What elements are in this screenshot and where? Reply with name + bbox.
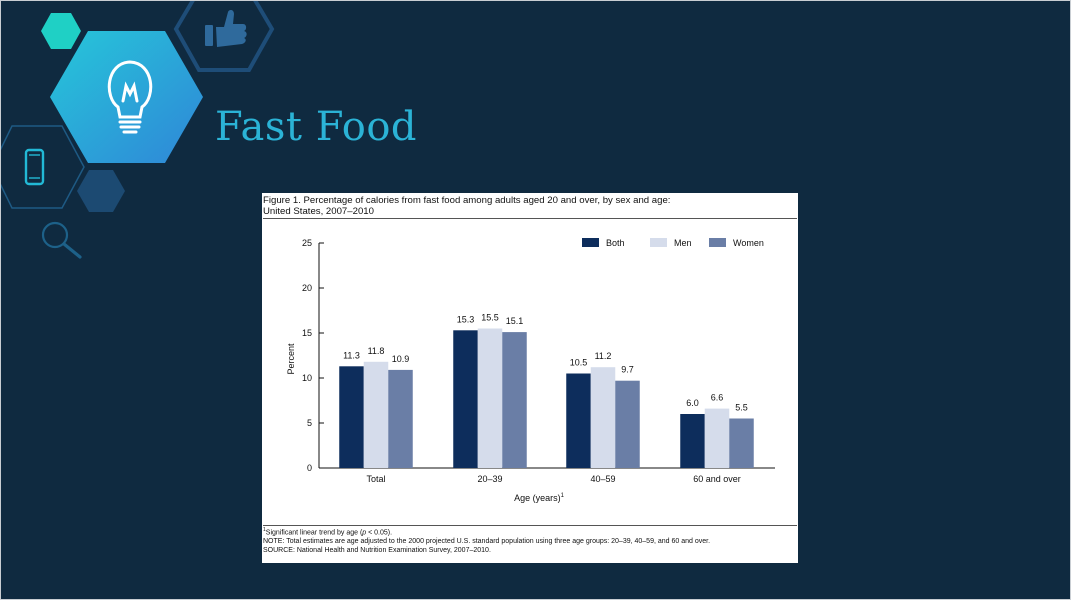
legend-swatch-both bbox=[582, 238, 599, 247]
bar-value-label: 11.2 bbox=[595, 351, 612, 361]
bar-men bbox=[704, 408, 730, 468]
figure-notes: 1Significant linear trend by age (p < 0.… bbox=[263, 526, 795, 555]
x-axis-title-superscript: 1 bbox=[561, 493, 565, 499]
small-teal-hexagon bbox=[41, 13, 81, 49]
bar-value-label: 11.3 bbox=[343, 350, 360, 360]
bar-value-label: 5.5 bbox=[735, 403, 748, 413]
legend-label-men: Men bbox=[674, 238, 692, 248]
bars bbox=[339, 328, 754, 468]
x-category-label: Total bbox=[366, 474, 385, 484]
chart-frame: 0 5 10 15 20 25 Total 20–39 40–59 60 and over 11.… bbox=[263, 218, 797, 526]
y-tick-label: 10 bbox=[302, 373, 312, 383]
bar-both bbox=[339, 366, 364, 468]
bar-men bbox=[363, 361, 389, 468]
bar-men bbox=[477, 328, 503, 468]
bar-both bbox=[566, 373, 591, 468]
bar-both bbox=[453, 330, 478, 468]
y-tick-label: 25 bbox=[302, 238, 312, 248]
magnifier-icon bbox=[41, 221, 82, 259]
bar-value-label: 9.7 bbox=[621, 365, 634, 375]
thumbs-up-icon bbox=[205, 9, 247, 47]
small-dark-hexagon bbox=[77, 170, 125, 212]
bar-value-label: 6.0 bbox=[686, 398, 699, 408]
bar-chart: 0 5 10 15 20 25 Total 20–39 40–59 60 and over 11.… bbox=[286, 238, 775, 503]
footnote-text: Significant linear trend by age ( bbox=[265, 529, 363, 537]
outline-hexagon-left bbox=[0, 125, 85, 209]
smartphone-icon bbox=[24, 148, 45, 186]
slide-title: Fast Food bbox=[215, 104, 418, 150]
bar-women bbox=[388, 369, 413, 468]
bar-value-label: 15.1 bbox=[506, 316, 524, 326]
legend-label-women: Women bbox=[733, 238, 764, 248]
bar-value-label: 10.5 bbox=[570, 358, 588, 368]
x-axis-title-text: Age (years) bbox=[514, 493, 561, 503]
footnote-superscript: 1 bbox=[263, 527, 266, 533]
large-gradient-hexagon bbox=[50, 31, 203, 163]
y-axis-title: Percent bbox=[286, 343, 296, 375]
bar-value-label: 6.6 bbox=[711, 393, 724, 403]
bar-women bbox=[729, 418, 754, 468]
figure-title: Figure 1. Percentage of calories from fa… bbox=[263, 195, 793, 217]
bar-value-label: 15.3 bbox=[457, 314, 475, 324]
bar-value-label: 11.8 bbox=[368, 346, 385, 356]
figure-title-line-2: United States, 2007–2010 bbox=[263, 206, 374, 217]
legend: Both Men Women bbox=[582, 238, 764, 248]
bar-men bbox=[590, 367, 616, 468]
bar-women bbox=[615, 380, 640, 468]
legend-label-both: Both bbox=[606, 238, 625, 248]
footnote-rest: < 0.05). bbox=[366, 529, 393, 537]
x-category-label: 60 and over bbox=[693, 474, 741, 484]
bar-value-label: 10.9 bbox=[392, 354, 410, 364]
legend-swatch-men bbox=[650, 238, 667, 247]
legend-swatch-women bbox=[709, 238, 726, 247]
lightbulb-icon bbox=[107, 60, 153, 134]
figure-title-line-1: Figure 1. Percentage of calories from fa… bbox=[263, 195, 671, 206]
bar-both bbox=[680, 414, 705, 468]
y-tick-label: 0 bbox=[307, 463, 312, 473]
x-category-label: 20–39 bbox=[477, 474, 502, 484]
figure-panel: Figure 1. Percentage of calories from fa… bbox=[262, 193, 798, 563]
y-tick-label: 5 bbox=[307, 418, 312, 428]
footnote-p-value: p bbox=[362, 529, 367, 537]
bar-value-label: 15.5 bbox=[481, 313, 499, 323]
x-axis-title: Age (years)1 bbox=[514, 493, 565, 503]
x-category-label: 40–59 bbox=[590, 474, 615, 484]
y-tick-label: 15 bbox=[302, 328, 312, 338]
outline-hexagon-top bbox=[173, 0, 275, 72]
y-tick-label: 20 bbox=[302, 283, 312, 293]
source-text: SOURCE: National Health and Nutrition Ex… bbox=[263, 547, 491, 555]
footnote: 1Significant linear trend by age (p < 0.… bbox=[263, 526, 795, 537]
value-labels: 11.3 11.8 10.9 15.3 15.5 15.1 10.5 11.2 9.7 6.0 6.… bbox=[343, 313, 748, 413]
bar-women bbox=[502, 332, 527, 468]
note-text: NOTE: Total estimates are age adjusted t… bbox=[263, 538, 711, 546]
